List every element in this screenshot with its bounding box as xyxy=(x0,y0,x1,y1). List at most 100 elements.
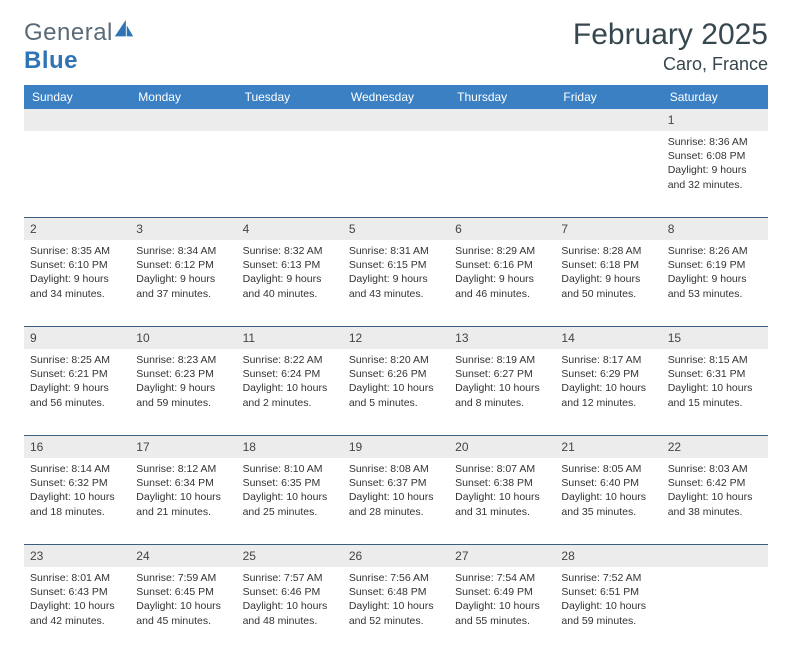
day-cell: Sunrise: 8:17 AMSunset: 6:29 PMDaylight:… xyxy=(555,349,661,435)
daylight-text: and 48 minutes. xyxy=(243,614,337,628)
day-number-cell xyxy=(662,545,768,567)
day-number-cell: 23 xyxy=(24,545,130,567)
day-cell: Sunrise: 8:25 AMSunset: 6:21 PMDaylight:… xyxy=(24,349,130,435)
day-cell: Sunrise: 8:32 AMSunset: 6:13 PMDaylight:… xyxy=(237,240,343,326)
day-number: 22 xyxy=(668,438,762,456)
sunrise-text: Sunrise: 7:56 AM xyxy=(349,571,443,585)
sunset-text: Sunset: 6:13 PM xyxy=(243,258,337,272)
day-number: 15 xyxy=(668,329,762,347)
day-number: 9 xyxy=(30,329,124,347)
daylight-text: Daylight: 9 hours xyxy=(349,272,443,286)
day-number: 28 xyxy=(561,547,655,565)
day-number-cell: 11 xyxy=(237,327,343,349)
day-number-cell: 8 xyxy=(662,218,768,240)
daylight-text: Daylight: 10 hours xyxy=(561,490,655,504)
day-cell: Sunrise: 8:19 AMSunset: 6:27 PMDaylight:… xyxy=(449,349,555,435)
daylight-text: and 21 minutes. xyxy=(136,505,230,519)
sunrise-text: Sunrise: 8:35 AM xyxy=(30,244,124,258)
daylight-text: Daylight: 10 hours xyxy=(243,599,337,613)
day-cell xyxy=(662,567,768,653)
sunset-text: Sunset: 6:19 PM xyxy=(668,258,762,272)
brand-b: Blue xyxy=(24,47,78,74)
day-header: Tuesday xyxy=(237,85,343,109)
daylight-text: Daylight: 10 hours xyxy=(455,599,549,613)
sunrise-text: Sunrise: 8:31 AM xyxy=(349,244,443,258)
day-cell: Sunrise: 8:07 AMSunset: 6:38 PMDaylight:… xyxy=(449,458,555,544)
top-bar: General Blue February 2025 Caro, France xyxy=(24,18,768,75)
day-number: 27 xyxy=(455,547,549,565)
day-number-cell: 13 xyxy=(449,327,555,349)
day-number: 17 xyxy=(136,438,230,456)
sunrise-text: Sunrise: 8:32 AM xyxy=(243,244,337,258)
sunset-text: Sunset: 6:08 PM xyxy=(668,149,762,163)
sunrise-text: Sunrise: 8:03 AM xyxy=(668,462,762,476)
sunset-text: Sunset: 6:48 PM xyxy=(349,585,443,599)
sunrise-text: Sunrise: 8:10 AM xyxy=(243,462,337,476)
sunset-text: Sunset: 6:37 PM xyxy=(349,476,443,490)
day-cell: Sunrise: 8:20 AMSunset: 6:26 PMDaylight:… xyxy=(343,349,449,435)
sunset-text: Sunset: 6:40 PM xyxy=(561,476,655,490)
day-number: 21 xyxy=(561,438,655,456)
daylight-text: Daylight: 10 hours xyxy=(349,490,443,504)
day-number-cell: 18 xyxy=(237,436,343,458)
daylight-text: Daylight: 10 hours xyxy=(668,381,762,395)
day-cell xyxy=(449,131,555,217)
day-number-cell: 1 xyxy=(662,109,768,131)
day-number-cell: 10 xyxy=(130,327,236,349)
daylight-text: Daylight: 9 hours xyxy=(668,163,762,177)
sunrise-text: Sunrise: 7:52 AM xyxy=(561,571,655,585)
daylight-text: and 45 minutes. xyxy=(136,614,230,628)
daylight-text: Daylight: 9 hours xyxy=(561,272,655,286)
day-cell: Sunrise: 8:28 AMSunset: 6:18 PMDaylight:… xyxy=(555,240,661,326)
day-cell xyxy=(555,131,661,217)
day-number-cell xyxy=(555,109,661,131)
daylight-text: and 34 minutes. xyxy=(30,287,124,301)
day-number: 1 xyxy=(668,111,762,129)
sunrise-text: Sunrise: 8:28 AM xyxy=(561,244,655,258)
day-number: 24 xyxy=(136,547,230,565)
day-number: 14 xyxy=(561,329,655,347)
day-header: Saturday xyxy=(662,85,768,109)
daylight-text: and 50 minutes. xyxy=(561,287,655,301)
sunrise-text: Sunrise: 8:12 AM xyxy=(136,462,230,476)
day-number: 16 xyxy=(30,438,124,456)
daylight-text: and 15 minutes. xyxy=(668,396,762,410)
day-cell: Sunrise: 8:15 AMSunset: 6:31 PMDaylight:… xyxy=(662,349,768,435)
daynum-row: 1 xyxy=(24,109,768,131)
day-header: Friday xyxy=(555,85,661,109)
daylight-text: and 32 minutes. xyxy=(668,178,762,192)
info-row: Sunrise: 8:14 AMSunset: 6:32 PMDaylight:… xyxy=(24,458,768,544)
day-header: Monday xyxy=(130,85,236,109)
sunset-text: Sunset: 6:10 PM xyxy=(30,258,124,272)
sunrise-text: Sunrise: 7:57 AM xyxy=(243,571,337,585)
daylight-text: Daylight: 10 hours xyxy=(561,599,655,613)
day-number: 7 xyxy=(561,220,655,238)
day-cell: Sunrise: 8:03 AMSunset: 6:42 PMDaylight:… xyxy=(662,458,768,544)
day-number-cell xyxy=(449,109,555,131)
day-number-cell xyxy=(130,109,236,131)
day-cell: Sunrise: 8:35 AMSunset: 6:10 PMDaylight:… xyxy=(24,240,130,326)
sunset-text: Sunset: 6:12 PM xyxy=(136,258,230,272)
day-number-cell: 27 xyxy=(449,545,555,567)
day-cell xyxy=(343,131,449,217)
day-number-cell: 19 xyxy=(343,436,449,458)
day-number-cell: 6 xyxy=(449,218,555,240)
daylight-text: Daylight: 10 hours xyxy=(243,381,337,395)
calendar: Sunday Monday Tuesday Wednesday Thursday… xyxy=(24,85,768,653)
day-number: 19 xyxy=(349,438,443,456)
day-number: 4 xyxy=(243,220,337,238)
daynum-row: 232425262728 xyxy=(24,544,768,567)
daylight-text: Daylight: 10 hours xyxy=(243,490,337,504)
sunrise-text: Sunrise: 8:17 AM xyxy=(561,353,655,367)
daylight-text: Daylight: 10 hours xyxy=(455,381,549,395)
daylight-text: and 5 minutes. xyxy=(349,396,443,410)
daynum-row: 9101112131415 xyxy=(24,326,768,349)
day-cell: Sunrise: 8:34 AMSunset: 6:12 PMDaylight:… xyxy=(130,240,236,326)
sunset-text: Sunset: 6:29 PM xyxy=(561,367,655,381)
day-number-cell: 16 xyxy=(24,436,130,458)
day-cell: Sunrise: 7:56 AMSunset: 6:48 PMDaylight:… xyxy=(343,567,449,653)
day-number: 18 xyxy=(243,438,337,456)
sunset-text: Sunset: 6:49 PM xyxy=(455,585,549,599)
sunrise-text: Sunrise: 8:25 AM xyxy=(30,353,124,367)
day-cell: Sunrise: 7:59 AMSunset: 6:45 PMDaylight:… xyxy=(130,567,236,653)
